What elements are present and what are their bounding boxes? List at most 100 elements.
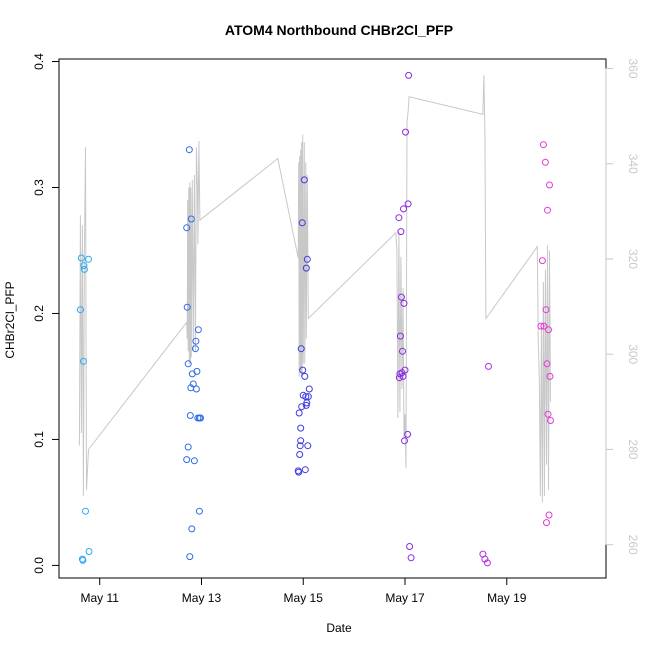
x-tick-label: May 15: [284, 591, 324, 605]
data-point: [188, 525, 196, 533]
data-point: [539, 141, 547, 149]
points-layer: [76, 71, 554, 567]
data-point: [295, 409, 303, 417]
data-point: [538, 257, 546, 265]
data-point: [183, 303, 191, 311]
data-point: [296, 442, 304, 450]
data-point: [544, 410, 552, 418]
data-point: [545, 511, 553, 519]
plot-box: [58, 58, 607, 579]
data-point: [195, 507, 203, 515]
data-point: [399, 347, 406, 355]
data-point: [192, 337, 200, 345]
data-point: [547, 417, 554, 424]
data-point: [183, 456, 191, 464]
data-point: [545, 326, 552, 334]
x-tick-label: May 17: [385, 591, 425, 605]
x-tick-label: May 11: [80, 591, 119, 605]
y2-tick-label: 300: [626, 344, 640, 364]
data-point: [400, 299, 408, 307]
data-point: [537, 322, 545, 330]
data-point: [186, 553, 194, 561]
data-point: [80, 262, 88, 270]
data-point: [297, 437, 305, 445]
data-point: [401, 366, 409, 374]
data-point: [304, 393, 312, 401]
data-point: [407, 554, 415, 562]
y2-tick-label: 320: [626, 249, 640, 269]
data-point: [543, 519, 550, 527]
y2-tick-label: 340: [626, 154, 640, 174]
data-point: [80, 265, 88, 273]
data-point: [546, 181, 553, 189]
data-point: [302, 401, 310, 409]
data-point: [400, 205, 407, 213]
data-point: [483, 559, 491, 567]
data-point: [546, 372, 554, 380]
data-point: [184, 443, 192, 451]
y-tick-label: 0.4: [32, 53, 46, 70]
data-point: [302, 264, 310, 272]
data-point: [395, 214, 403, 222]
y2-tick-label: 260: [626, 535, 640, 555]
chart-title: ATOM4 Northbound CHBr2Cl_PFP: [225, 22, 453, 38]
y2-tick-label: 280: [626, 439, 640, 459]
x-tick-label: May 13: [182, 591, 222, 605]
data-point: [397, 293, 405, 301]
data-point: [187, 215, 195, 223]
data-point: [404, 200, 412, 208]
data-point: [194, 326, 202, 334]
trace-layer: [78, 75, 551, 503]
data-point: [405, 71, 413, 79]
data-point: [301, 466, 309, 474]
data-point: [544, 206, 551, 214]
y2-tick-label: 360: [626, 59, 640, 79]
data-point: [300, 176, 308, 184]
data-point: [197, 414, 204, 422]
data-point: [543, 360, 551, 368]
y-tick-label: 0.0: [32, 557, 46, 574]
y-tick-label: 0.2: [32, 305, 46, 322]
data-point: [185, 146, 193, 154]
data-point: [297, 424, 305, 432]
data-point: [301, 372, 309, 380]
data-point: [304, 442, 312, 450]
data-point: [397, 228, 405, 236]
trace-line: [78, 75, 551, 503]
data-point: [85, 548, 93, 555]
data-point: [82, 507, 89, 515]
x-axis-label: Date: [326, 621, 352, 635]
data-point: [485, 362, 492, 370]
data-point: [193, 367, 201, 375]
data-point: [404, 430, 412, 438]
y-axis-label: CHBr2Cl_PFP: [3, 281, 17, 358]
axes-layer: May 11 May 13 May 15 May 17 May 19 0.0 0.1 0.2 0…: [32, 53, 640, 605]
data-point: [540, 322, 548, 330]
data-point: [401, 437, 408, 445]
y-tick-label: 0.3: [32, 179, 46, 196]
data-point: [298, 403, 306, 411]
data-point: [192, 385, 200, 393]
data-point: [406, 543, 414, 550]
data-point: [303, 399, 311, 407]
data-point: [76, 306, 84, 314]
data-point: [303, 255, 311, 263]
data-point: [399, 372, 407, 380]
data-point: [79, 556, 87, 564]
data-point: [77, 254, 85, 262]
data-point: [297, 345, 305, 353]
x-tick-label: May 19: [487, 591, 527, 605]
data-point: [184, 360, 192, 368]
data-point: [190, 457, 198, 465]
data-point: [183, 224, 191, 232]
data-point: [189, 380, 197, 388]
data-point: [191, 345, 199, 353]
data-point: [79, 357, 87, 365]
y-tick-label: 0.1: [32, 431, 46, 448]
data-point: [186, 412, 194, 419]
data-point: [298, 219, 306, 227]
data-point: [305, 385, 313, 393]
data-point: [541, 158, 549, 166]
data-point: [542, 306, 550, 314]
